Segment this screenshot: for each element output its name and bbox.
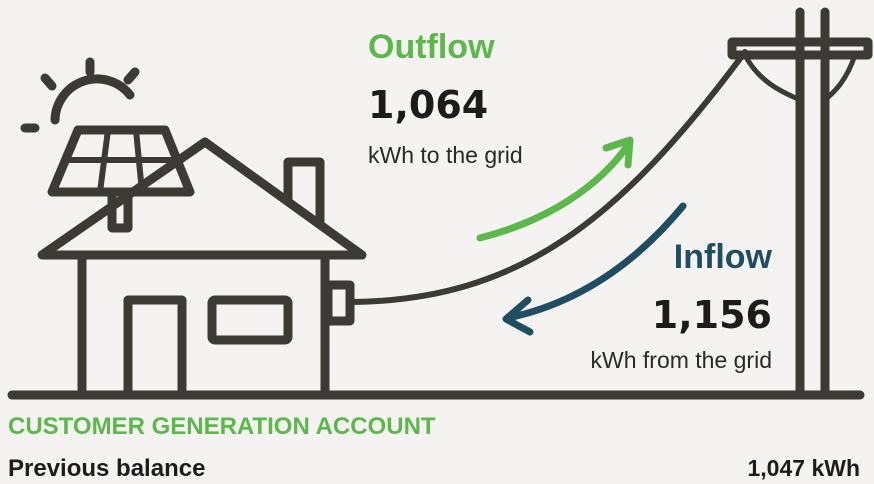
account-title: CUSTOMER GENERATION ACCOUNT: [8, 413, 436, 440]
row-label: Previous balance: [8, 455, 205, 482]
inflow-value: 1,156: [652, 293, 772, 337]
power-line: [349, 49, 748, 305]
inflow-arrow: [502, 202, 687, 336]
solar-panel: [47, 125, 195, 233]
house: [37, 137, 367, 398]
row-value: 1,047 kWh: [748, 455, 861, 481]
utility-pole: [727, 7, 873, 398]
inflow-title: Inflow: [674, 238, 773, 276]
inflow-unit: kWh from the grid: [591, 347, 773, 373]
sun-rays: [20, 57, 140, 133]
outflow-unit: kWh to the grid: [368, 142, 523, 168]
outflow-value: 1,064: [368, 83, 488, 127]
sun: [50, 74, 135, 125]
outflow-arrow: [476, 136, 634, 242]
illustration: [7, 7, 873, 400]
outflow-title: Outflow: [368, 28, 495, 66]
